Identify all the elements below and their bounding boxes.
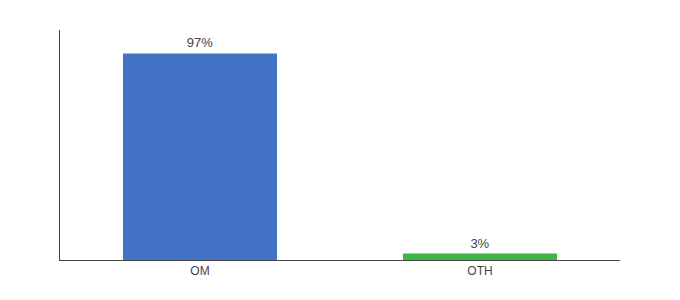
svg-text:97%: 97% <box>187 35 213 50</box>
svg-text:OM: OM <box>190 264 209 278</box>
svg-text:OTH: OTH <box>467 264 492 278</box>
svg-text:3%: 3% <box>470 236 489 251</box>
